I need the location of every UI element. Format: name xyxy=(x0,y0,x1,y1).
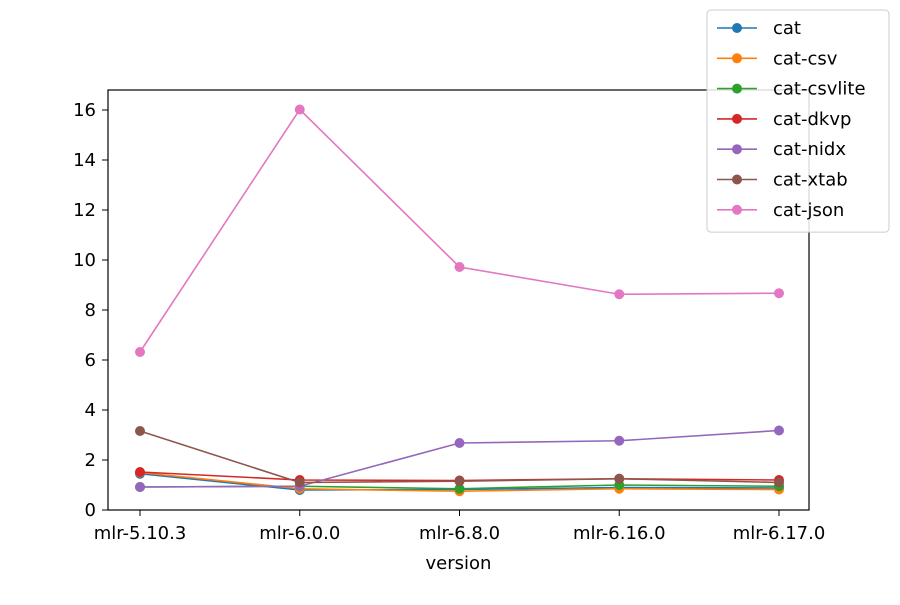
legend-marker xyxy=(732,144,742,155)
data-point xyxy=(614,289,625,300)
y-tick-label: 12 xyxy=(73,200,96,221)
legend-marker xyxy=(732,113,742,124)
data-point xyxy=(294,477,305,488)
plot-lines xyxy=(135,104,784,497)
legend-item: cat-dkvp xyxy=(717,109,851,130)
y-tick-label: 6 xyxy=(85,350,96,371)
data-point xyxy=(135,347,145,357)
y-tick-label: 0 xyxy=(85,500,96,521)
data-point xyxy=(135,467,145,477)
data-point xyxy=(454,438,465,448)
series-cat-json xyxy=(135,104,784,357)
legend-marker xyxy=(732,83,742,94)
legend-marker xyxy=(732,53,742,64)
series-cat-xtab xyxy=(135,426,784,488)
data-point xyxy=(454,262,465,272)
legend-item: cat-csvlite xyxy=(717,79,866,100)
data-point xyxy=(774,288,784,299)
data-point xyxy=(454,483,465,494)
data-point xyxy=(135,426,145,436)
legend-item: cat xyxy=(717,18,801,39)
y-tick-label: 10 xyxy=(73,250,96,271)
series-cat-nidx xyxy=(135,425,784,492)
legend-label: cat-csvlite xyxy=(773,79,866,100)
y-tick-label: 16 xyxy=(73,100,96,121)
data-point xyxy=(774,477,784,488)
legend-label: cat xyxy=(773,18,801,39)
plot-frame xyxy=(107,89,810,511)
data-point xyxy=(614,435,625,446)
data-point xyxy=(454,476,465,487)
legend-box xyxy=(706,9,890,233)
legend-label: cat-csv xyxy=(773,48,838,69)
legend-item: cat-json xyxy=(717,200,844,221)
y-tick-label: 2 xyxy=(85,450,96,471)
legend-label: cat-nidx xyxy=(773,139,846,160)
x-tick-label: mlr-5.10.3 xyxy=(94,523,187,544)
legend-label: cat-json xyxy=(773,200,844,221)
legend-label: cat-dkvp xyxy=(773,109,851,130)
y-tick-label: 14 xyxy=(73,150,96,171)
legend-item: cat-nidx xyxy=(717,139,846,160)
x-tick-label: mlr-6.17.0 xyxy=(733,523,826,544)
y-tick-label: 8 xyxy=(85,300,96,321)
legend: cat cat-csv cat-csvlite cat-dkvp cat-nidx cat… xyxy=(706,9,890,233)
legend-item: cat-xtab xyxy=(717,170,848,191)
legend-item: cat-csv xyxy=(717,48,838,69)
data-point xyxy=(294,104,305,115)
x-tick-label: mlr-6.8.0 xyxy=(419,523,500,544)
legend-marker xyxy=(732,204,742,215)
legend-label: cat-xtab xyxy=(773,170,848,191)
data-point xyxy=(135,482,145,492)
x-tick-label: mlr-6.16.0 xyxy=(573,523,666,544)
legend-marker xyxy=(732,174,742,185)
y-tick-label: 4 xyxy=(85,400,96,421)
legend-marker xyxy=(732,23,742,33)
y-axis: 0 2 4 6 8 10 12 14 16 xyxy=(73,100,108,521)
x-axis-label: version xyxy=(426,553,492,574)
data-point xyxy=(614,473,625,484)
x-tick-label: mlr-6.0.0 xyxy=(259,523,340,544)
data-point xyxy=(774,425,784,436)
x-axis: mlr-5.10.3 mlr-6.0.0 mlr-6.8.0 mlr-6.16.0 ml… xyxy=(94,510,826,544)
